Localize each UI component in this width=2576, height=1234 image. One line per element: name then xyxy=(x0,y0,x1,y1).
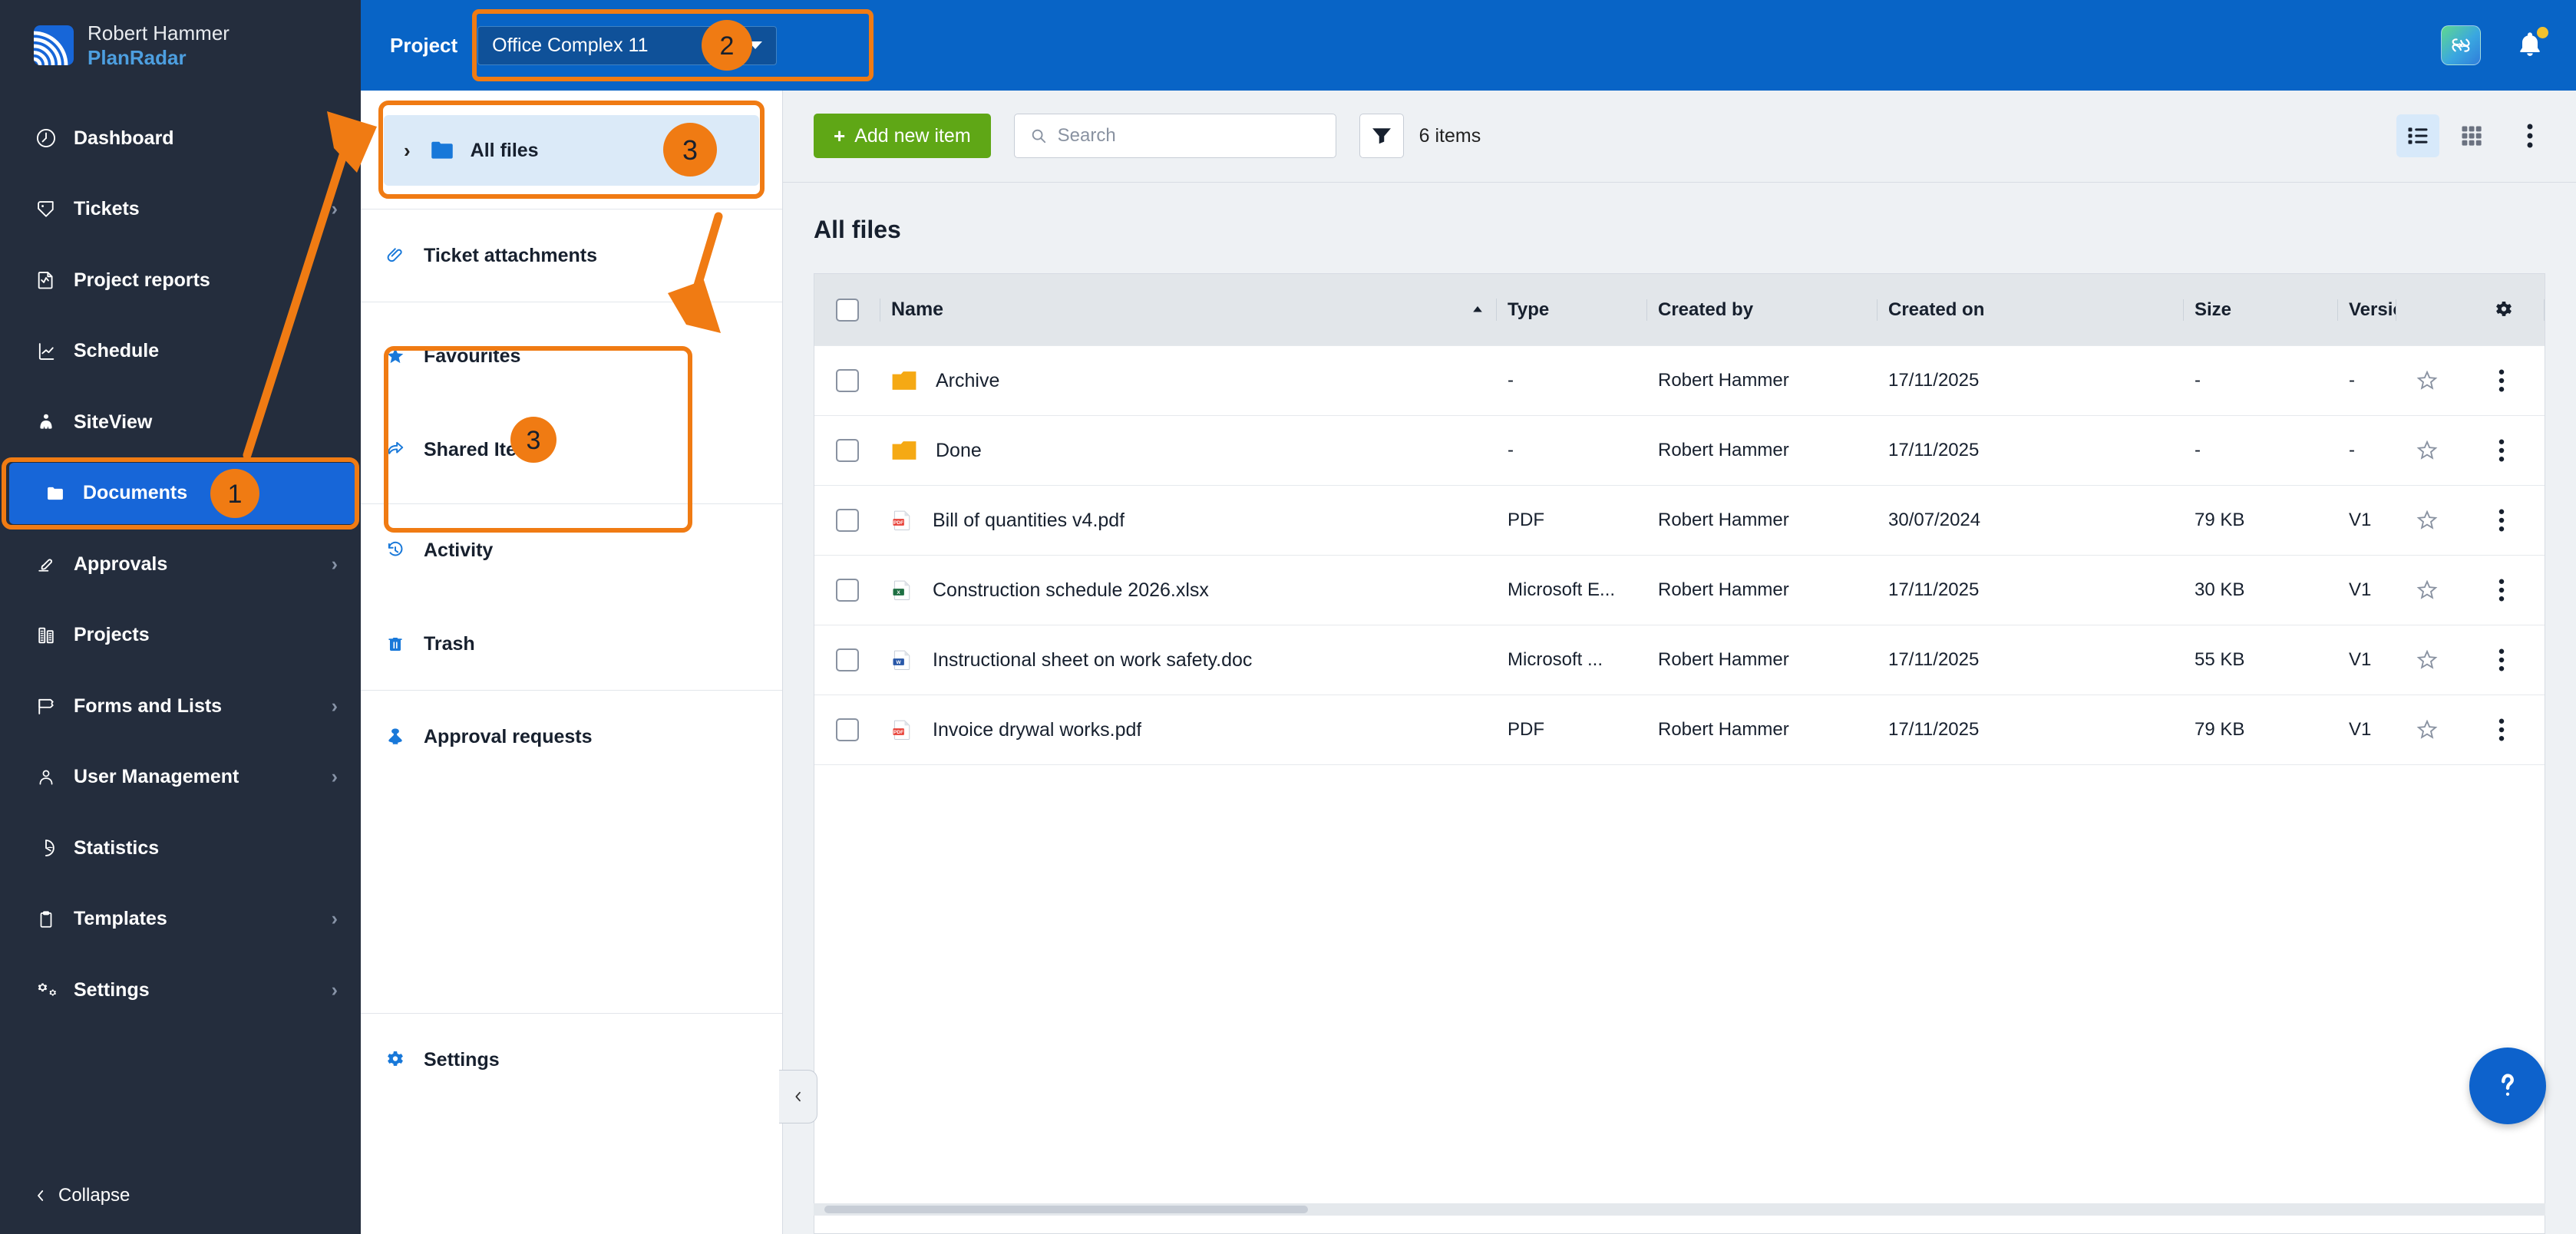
svg-text:X: X xyxy=(897,590,900,596)
svg-text:PDF: PDF xyxy=(893,520,903,526)
svg-text:W: W xyxy=(897,660,902,665)
svg-text:PDF: PDF xyxy=(893,730,903,735)
